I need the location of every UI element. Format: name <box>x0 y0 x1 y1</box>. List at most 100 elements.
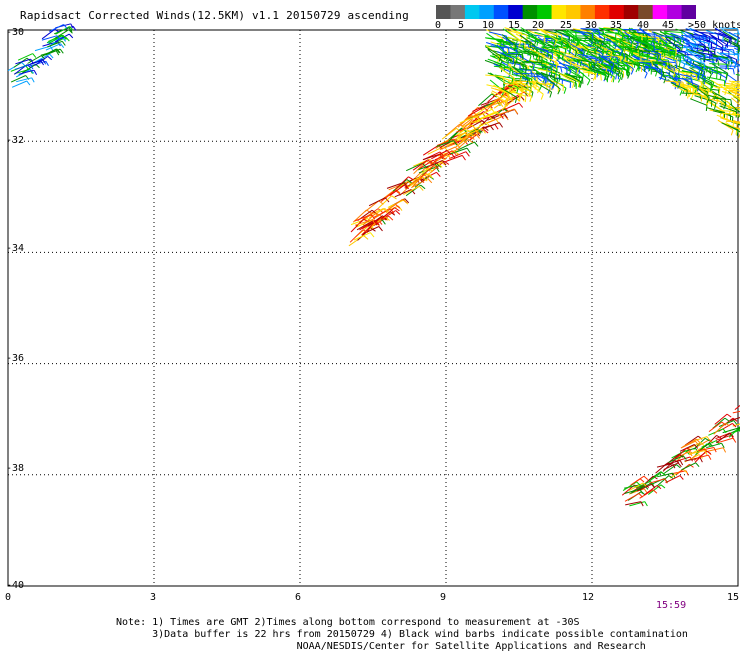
wind-barb <box>709 64 727 65</box>
wind-barb-flag <box>370 233 374 238</box>
wind-barb <box>686 37 704 38</box>
wind-barb-flag <box>639 494 643 498</box>
wind-barb-flag <box>613 50 614 56</box>
wind-barb-flag <box>733 122 734 128</box>
wind-barb-flag <box>504 65 505 71</box>
wind-barb-flag <box>680 476 683 480</box>
legend-swatch <box>653 5 668 19</box>
wind-barb-flag <box>733 69 734 75</box>
legend-swatch <box>667 5 682 19</box>
wind-barb-flag <box>703 38 704 44</box>
wind-barb-flag <box>563 55 564 61</box>
wind-barb-flag <box>474 142 478 146</box>
legend-swatch <box>682 5 696 19</box>
legend-swatch <box>479 5 494 19</box>
lon-tick-label: 0 <box>5 592 11 603</box>
wind-barb-flag <box>34 70 37 75</box>
wind-barb-flag <box>399 206 403 211</box>
wind-barb-flag <box>686 471 688 476</box>
wind-barb-flag <box>647 34 648 40</box>
legend-label: >50 knots <box>688 20 740 31</box>
legend-label: 10 <box>482 20 494 31</box>
wind-barb-flag <box>688 53 689 59</box>
wind-barb-flag <box>731 130 733 136</box>
wind-barb-flag <box>640 479 644 482</box>
legend-label: 0 <box>435 20 441 31</box>
wind-barb-flag <box>653 490 657 494</box>
wind-barb-flag <box>46 61 49 65</box>
chart-title: Rapidsact Corrected Winds(12.5KM) v1.1 2… <box>20 9 409 22</box>
wind-barb-flag <box>725 418 729 421</box>
lat-tick-label: -36 <box>6 353 24 364</box>
wind-barb-flag <box>644 476 648 479</box>
note-line: Note: 1) Times are GMT 2)Times along bot… <box>116 617 688 629</box>
legend-label: 45 <box>662 20 674 31</box>
lon-tick-label: 3 <box>150 592 156 603</box>
wind-barb-flag <box>636 67 638 72</box>
legend-swatch <box>595 5 610 19</box>
graticule <box>8 30 738 586</box>
lon-tick-label: 9 <box>440 592 446 603</box>
wind-barb-flag <box>661 485 665 488</box>
wind-barb <box>12 81 27 87</box>
legend-swatch <box>523 5 538 19</box>
legend-label: 15 <box>508 20 520 31</box>
wind-barb-flag <box>583 52 584 58</box>
wind-barb <box>735 400 740 410</box>
wind-barb-flag <box>519 103 523 108</box>
legend-swatch <box>436 5 451 19</box>
wind-barb-flag <box>727 64 728 70</box>
wind-barb-flag <box>696 463 699 467</box>
wind-barb-flag <box>27 81 30 85</box>
legend-label: 40 <box>637 20 649 31</box>
lat-tick-label: -30 <box>6 27 24 38</box>
legend-labels: 0 5 10 15 20 25 30 35 40 45 >50 knots <box>430 20 740 34</box>
wind-barb-flag <box>587 80 590 85</box>
lat-tick-label: -32 <box>6 135 24 146</box>
wind-barb-flag <box>727 414 731 417</box>
wind-barb-flag <box>530 42 531 48</box>
wind-barb-flag <box>565 49 566 55</box>
wind-barb-flag <box>735 86 736 92</box>
wind-barb-flag <box>563 85 564 91</box>
wind-barb-flag <box>499 123 502 128</box>
wind-barb-flag <box>62 41 65 45</box>
wind-barb-flag <box>564 88 566 94</box>
wind-barb-flag <box>731 39 732 45</box>
wind-barb-flag <box>561 67 562 73</box>
wind-barb-flag <box>601 75 602 81</box>
legend-label: 25 <box>560 20 572 31</box>
wind-barb <box>733 410 740 413</box>
wind-barb-flag <box>691 94 693 99</box>
legend-swatch <box>552 5 567 19</box>
speed-color-legend <box>436 5 696 19</box>
footnotes: Note: 1) Times are GMT 2)Times along bot… <box>116 617 688 653</box>
wind-barb-flag <box>509 48 510 54</box>
wind-barb-flag <box>60 49 63 53</box>
wind-barb-flag <box>495 124 498 129</box>
wind-barb-flag <box>466 152 470 157</box>
wind-barb <box>681 36 699 37</box>
wind-barb-flag <box>523 63 524 69</box>
wind-barb-flag <box>557 79 558 85</box>
map-frame <box>8 30 738 586</box>
wind-barb <box>690 99 707 106</box>
wind-barb-flag <box>709 74 711 79</box>
note-line: NOAA/NESDIS/Center for Satellite Applica… <box>116 641 688 653</box>
lon-tick-label: 15 <box>727 592 739 603</box>
wind-barb <box>648 485 661 495</box>
wind-barb-flag <box>541 94 543 99</box>
wind-barb-flag <box>33 54 36 58</box>
wind-barb-flag <box>706 105 707 111</box>
wind-barb-flag <box>699 69 700 75</box>
wind-barb-flag <box>389 216 393 220</box>
wind-barb-flag <box>575 81 576 87</box>
wind-barb-flag <box>669 73 670 79</box>
wind-barb-flag <box>510 68 511 74</box>
wind-barb-flag <box>594 63 595 69</box>
wind-barb-flag <box>525 43 526 49</box>
wind-barb-flag <box>620 57 621 63</box>
legend-swatch <box>494 5 509 19</box>
lat-tick-label: -34 <box>6 243 24 254</box>
wind-barb-flag <box>676 50 677 56</box>
